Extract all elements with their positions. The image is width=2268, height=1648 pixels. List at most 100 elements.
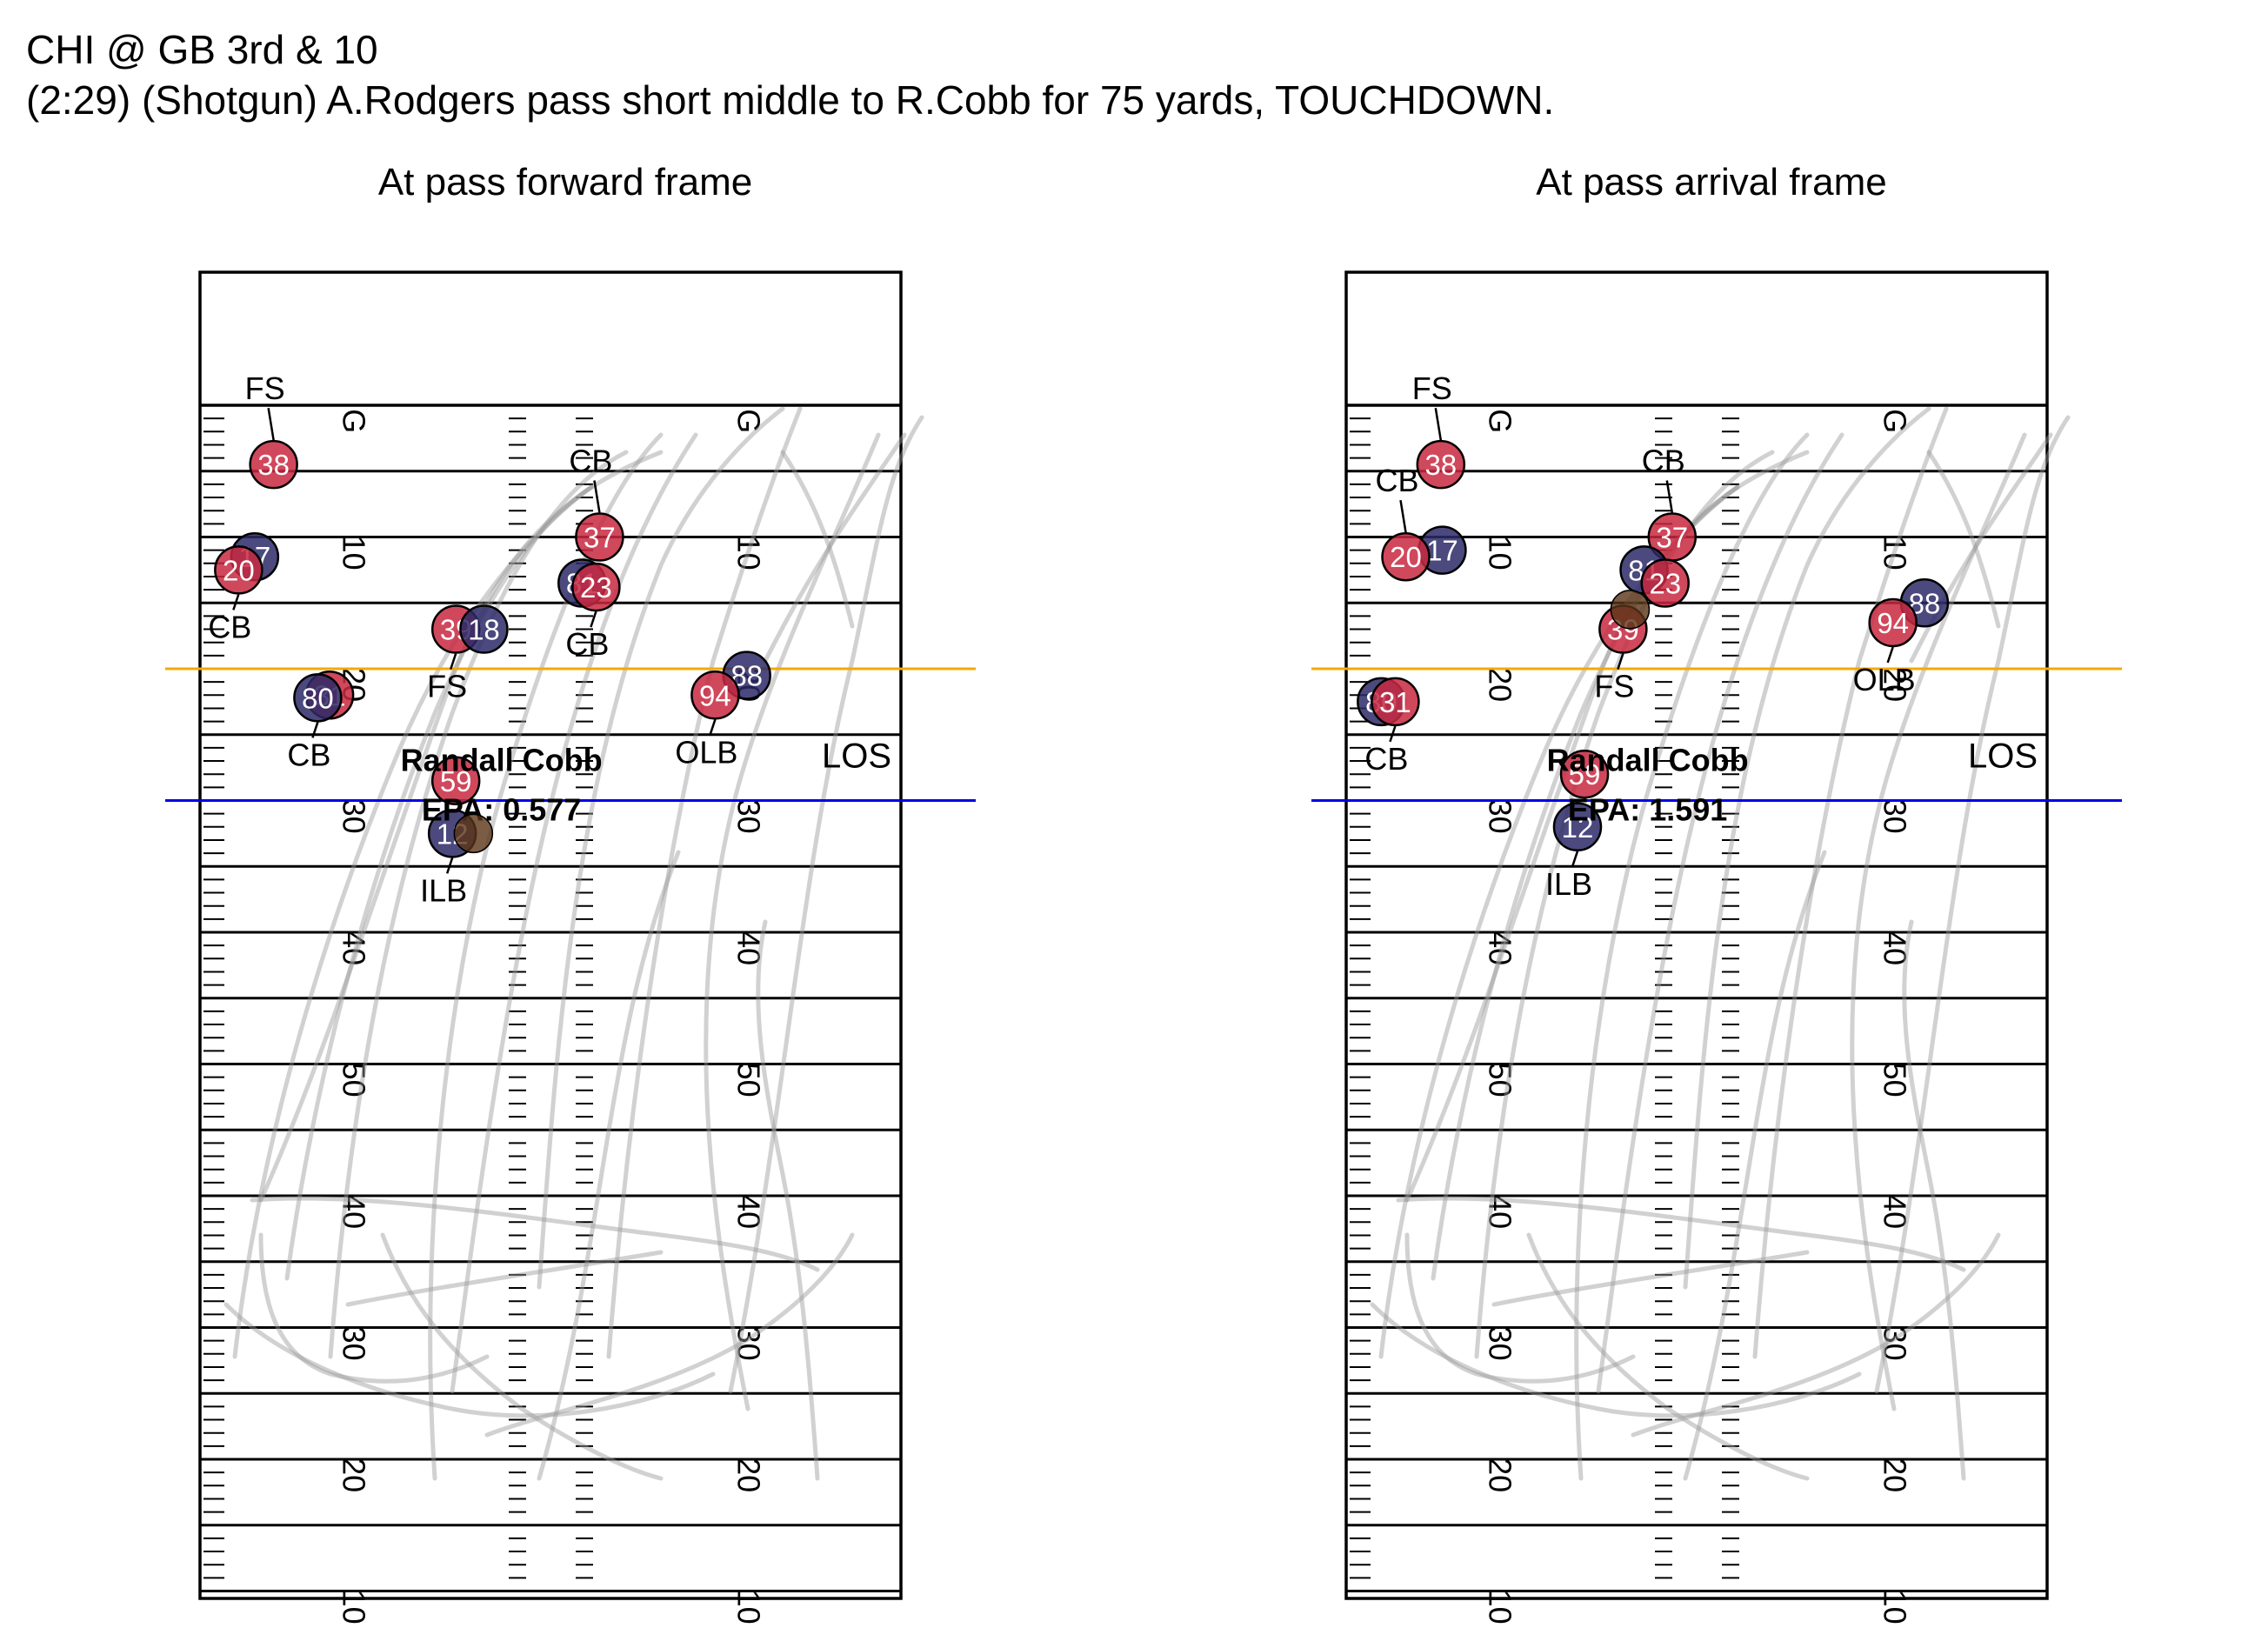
player-37: 37 CB [569, 444, 624, 562]
role-leader [1389, 725, 1397, 743]
player-track [250, 1196, 820, 1272]
player-track [1926, 450, 2001, 629]
player-marker [1559, 749, 1610, 799]
play-description: (2:29) (Shotgun) A.Rodgers pass short mi… [26, 77, 1555, 123]
player-37: 37 CB [1642, 444, 1698, 562]
yard-number-label: 30 [730, 1326, 766, 1361]
role-leader [1571, 851, 1579, 868]
field-panel-pass-forward: GG101020203030404050504040303020201010LO… [165, 270, 976, 1625]
yard-number-label: 30 [730, 799, 766, 834]
player-88: 88 [722, 651, 771, 700]
player-role: ILB [1545, 866, 1592, 902]
player-marker [1381, 531, 1431, 582]
player-track [450, 432, 698, 1394]
receiver-epa: EPA: 0.577 [422, 792, 581, 828]
yard-number-label: 20 [1877, 1458, 1912, 1492]
player-59: 59 [1559, 749, 1610, 799]
los-label: LOS [1968, 737, 2038, 776]
player-track [1596, 432, 1844, 1394]
role-leader [450, 653, 457, 670]
yard-number-label: 50 [730, 1063, 766, 1098]
yard-number-label: 40 [1877, 931, 1912, 965]
yard-number-label: 30 [1482, 799, 1518, 834]
player-tracks [1370, 406, 2071, 1481]
player-jersey: 31 [1379, 686, 1411, 718]
player-marker [249, 439, 298, 490]
player-23: 23 [1640, 558, 1690, 608]
yard-number-label: 20 [1482, 1458, 1518, 1492]
yard-number-label: 40 [1482, 1194, 1518, 1229]
player-marker [571, 562, 621, 612]
player-role: FS [1412, 370, 1452, 406]
player-59: 59 [430, 756, 481, 806]
player-marker [459, 604, 509, 654]
player-track [704, 432, 881, 1411]
player-track [780, 450, 855, 629]
player-94: 94 OLB [1853, 597, 1918, 697]
football-marker [453, 813, 494, 854]
role-leader [709, 718, 717, 736]
player-track [1631, 1232, 2001, 1438]
yard-number-label: 10 [1877, 1590, 1912, 1625]
player-track [1909, 432, 2053, 664]
player-track [1683, 406, 1931, 1290]
player-80: 80 CB [287, 673, 343, 772]
player-marker [214, 545, 263, 595]
yard-number-label: 30 [1877, 799, 1912, 834]
player-marker [1868, 597, 1918, 648]
player-jersey: 59 [440, 765, 472, 797]
yard-number-label: 40 [1877, 1194, 1912, 1229]
player-track [1850, 432, 2027, 1411]
role-leader [593, 480, 601, 513]
player-jersey: 23 [580, 571, 612, 604]
yard-number-label: G [1877, 409, 1912, 433]
field-panel-pass-arrival: G G 10 10 20 20 30 30 40 40 50 50 40 40 30 30 20 20 10 10 LO… [1311, 270, 2122, 1625]
player-20: 20 CB [208, 545, 263, 644]
panel-title-pass-forward: At pass forward frame [377, 161, 753, 203]
player-track [380, 1232, 664, 1481]
player-role: FS [1594, 669, 1634, 704]
role-leader [1886, 646, 1894, 664]
yard-number-label: 10 [1482, 536, 1518, 570]
player-track [1404, 450, 1810, 1203]
player-jersey: 38 [1424, 449, 1457, 481]
player-track [1370, 1302, 1862, 1418]
player-marker [293, 673, 343, 723]
player-jersey: 94 [1877, 607, 1909, 639]
player-track [1902, 919, 1966, 1481]
role-leader [1399, 500, 1407, 533]
player-track [728, 415, 924, 1394]
role-leader [1434, 407, 1443, 441]
player-18: 18 [459, 604, 509, 654]
player-track [328, 450, 629, 1359]
yard-number-label: 10 [730, 536, 766, 570]
player-track [1378, 484, 1740, 1359]
player-jersey: 12 [1562, 811, 1594, 844]
player-marker [430, 756, 481, 806]
player-role: CB [1364, 741, 1408, 777]
player-role: CB [1642, 444, 1685, 479]
player-38: 38 FS [1412, 370, 1466, 490]
player-jersey: 59 [1569, 758, 1601, 791]
yard-number-label: 10 [1877, 536, 1912, 570]
yard-number-label: 10 [730, 1590, 766, 1625]
yard-number-label: 20 [730, 1458, 766, 1492]
role-leader [1665, 480, 1674, 513]
player-marker [575, 512, 624, 562]
play-header: CHI @ GB 3rd & 10 [26, 27, 378, 72]
yard-number-label: 50 [1482, 1063, 1518, 1098]
player-track [1396, 1196, 1966, 1272]
player-role: CB [569, 444, 612, 479]
yard-number-label: 40 [730, 931, 766, 965]
player-jersey: 23 [1649, 568, 1681, 600]
yard-number-label: G [1482, 409, 1518, 433]
player-role: CB [1376, 463, 1419, 498]
player-jersey: 37 [1656, 522, 1688, 554]
player-role: CB [287, 737, 330, 772]
yard-number-label: 40 [730, 1194, 766, 1229]
player-role: FS [427, 669, 467, 704]
player-track [1752, 406, 1949, 1359]
yard-number-label: 50 [336, 1063, 371, 1098]
receiver-name: Randall Cobb [1547, 743, 1749, 778]
